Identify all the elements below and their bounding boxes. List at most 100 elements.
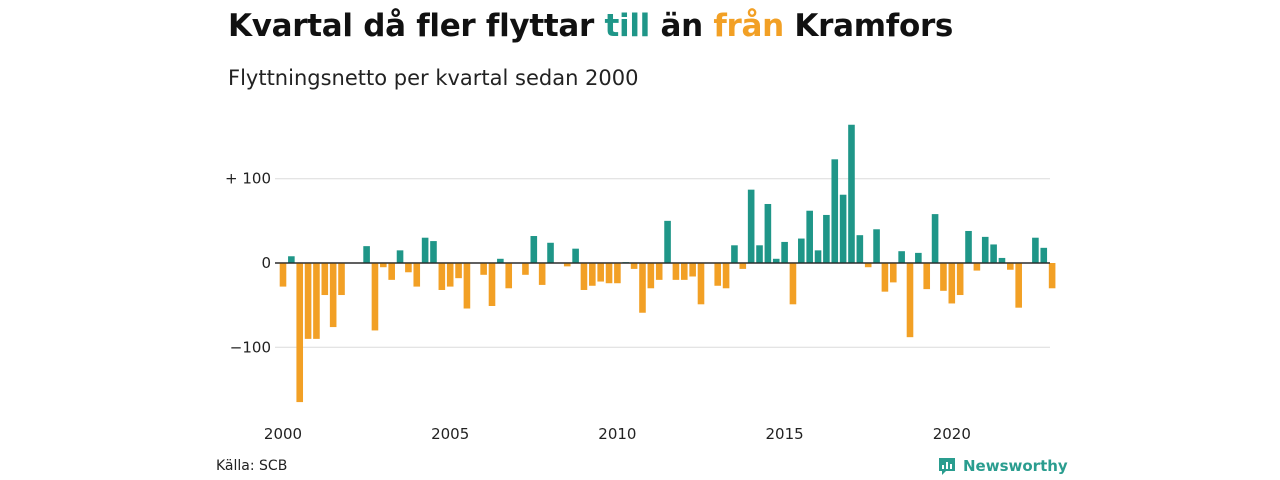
bar-2004-q3 bbox=[430, 241, 437, 263]
y-tick-label: −100 bbox=[230, 338, 271, 356]
bar-2013-q3 bbox=[731, 245, 738, 263]
title-part-5: Kramfors bbox=[783, 8, 954, 44]
bar-2021-q4 bbox=[1007, 263, 1014, 270]
bar-2007-q4 bbox=[538, 263, 546, 285]
title-word-till: till bbox=[604, 8, 650, 44]
bar-2020-q1 bbox=[948, 263, 956, 304]
bar-2015-q2 bbox=[789, 263, 797, 305]
bar-2018-q2 bbox=[889, 263, 897, 283]
bar-2001-q3 bbox=[329, 263, 337, 328]
bar-2006-q1 bbox=[480, 263, 487, 275]
page-title: Kvartal då fler flyttar till än från Kra… bbox=[228, 8, 953, 44]
bar-2018-q3 bbox=[898, 251, 905, 263]
bar-2015-q1 bbox=[781, 241, 788, 263]
bar-2020-q4 bbox=[973, 263, 981, 271]
bar-2005-q1 bbox=[446, 263, 454, 287]
title-part-1: Kvartal då fler flyttar bbox=[228, 8, 605, 44]
bar-2013-q2 bbox=[722, 263, 730, 289]
x-tick-label: 2015 bbox=[766, 425, 804, 443]
page-subtitle: Flyttningsnetto per kvartal sedan 2000 bbox=[228, 66, 639, 90]
bar-2019-q4 bbox=[940, 263, 947, 291]
bar-2022-q1 bbox=[1015, 263, 1022, 308]
bar-2005-q2 bbox=[455, 263, 462, 279]
bar-2016-q3 bbox=[831, 159, 839, 263]
bar-2009-q1 bbox=[580, 263, 588, 290]
bar-2003-q4 bbox=[405, 263, 412, 273]
bar-2008-q3 bbox=[563, 263, 571, 267]
bar-2017-q2 bbox=[856, 235, 864, 263]
bar-2011-q4 bbox=[672, 263, 680, 280]
bar-2014-q2 bbox=[756, 245, 763, 263]
bar-2007-q3 bbox=[530, 236, 538, 263]
bar-2014-q3 bbox=[764, 203, 772, 263]
bar-2017-q4 bbox=[873, 229, 880, 263]
bar-2000-q1 bbox=[279, 263, 287, 287]
bar-2003-q2 bbox=[388, 263, 395, 280]
bar-2022-q4 bbox=[1040, 247, 1048, 263]
bar-2006-q4 bbox=[505, 263, 513, 289]
bar-2018-q1 bbox=[881, 263, 889, 292]
bar-2012-q2 bbox=[689, 263, 696, 277]
newsworthy-logo-icon bbox=[939, 458, 955, 475]
bar-2003-q3 bbox=[396, 250, 404, 263]
bar-2019-q2 bbox=[923, 263, 931, 290]
bar-2010-q3 bbox=[630, 263, 638, 269]
bar-2000-q2 bbox=[288, 256, 295, 263]
bar-2018-q4 bbox=[906, 263, 914, 338]
x-tick-label: 2005 bbox=[431, 425, 469, 443]
y-tick-label: + 100 bbox=[225, 170, 271, 188]
bar-2002-q4 bbox=[371, 263, 379, 331]
bar-2008-q1 bbox=[547, 242, 554, 263]
x-tick-label: 2000 bbox=[264, 425, 302, 443]
bar-2011-q2 bbox=[655, 263, 663, 280]
x-tick-label: 2020 bbox=[933, 425, 971, 443]
bar-2017-q1 bbox=[848, 124, 855, 263]
bar-2004-q1 bbox=[413, 263, 421, 287]
bar-2020-q3 bbox=[965, 230, 972, 263]
bar-2010-q4 bbox=[639, 263, 646, 313]
bar-2000-q3 bbox=[296, 263, 304, 403]
bar-2003-q1 bbox=[380, 263, 387, 268]
bar-2006-q3 bbox=[497, 258, 504, 263]
bar-2023-q1 bbox=[1048, 263, 1056, 289]
x-tick-label: 2010 bbox=[598, 425, 636, 443]
brand-logo: Newsworthy bbox=[937, 456, 1068, 476]
bar-2011-q3 bbox=[664, 220, 671, 263]
bar-2015-q4 bbox=[806, 210, 813, 263]
source-note: Källa: SCB bbox=[216, 458, 288, 474]
bar-2001-q1 bbox=[313, 263, 320, 339]
bar-2010-q1 bbox=[614, 263, 621, 284]
bar-2007-q2 bbox=[522, 263, 529, 275]
bar-2009-q2 bbox=[589, 263, 596, 286]
bar-2000-q4 bbox=[304, 263, 312, 339]
bar-2005-q3 bbox=[463, 263, 471, 309]
bar-2006-q2 bbox=[488, 263, 496, 306]
bar-2004-q2 bbox=[421, 237, 429, 263]
bar-2013-q1 bbox=[714, 263, 722, 286]
bar-2011-q1 bbox=[647, 263, 655, 289]
bar-2016-q4 bbox=[839, 194, 847, 263]
bar-2021-q1 bbox=[981, 236, 989, 263]
bar-2019-q3 bbox=[931, 214, 939, 263]
bar-2017-q3 bbox=[864, 263, 872, 268]
bar-2012-q1 bbox=[680, 263, 688, 280]
bar-2016-q1 bbox=[814, 250, 822, 263]
bar-2020-q2 bbox=[956, 263, 964, 296]
bar-2016-q2 bbox=[823, 214, 830, 263]
bar-2022-q3 bbox=[1032, 237, 1039, 263]
bar-2019-q1 bbox=[915, 252, 922, 263]
bar-2021-q2 bbox=[990, 244, 997, 263]
bar-2014-q4 bbox=[772, 258, 780, 263]
title-word-fran: från bbox=[713, 8, 784, 44]
bar-2012-q3 bbox=[697, 263, 705, 305]
bar-2009-q3 bbox=[597, 263, 604, 282]
bar-2002-q3 bbox=[363, 246, 370, 263]
bar-2021-q3 bbox=[998, 257, 1006, 263]
bar-2009-q4 bbox=[605, 263, 613, 284]
bar-2001-q2 bbox=[321, 263, 329, 296]
bar-2008-q4 bbox=[572, 248, 579, 263]
brand-name: Newsworthy bbox=[963, 457, 1068, 475]
bar-2004-q4 bbox=[438, 263, 446, 290]
bar-2001-q4 bbox=[338, 263, 345, 296]
